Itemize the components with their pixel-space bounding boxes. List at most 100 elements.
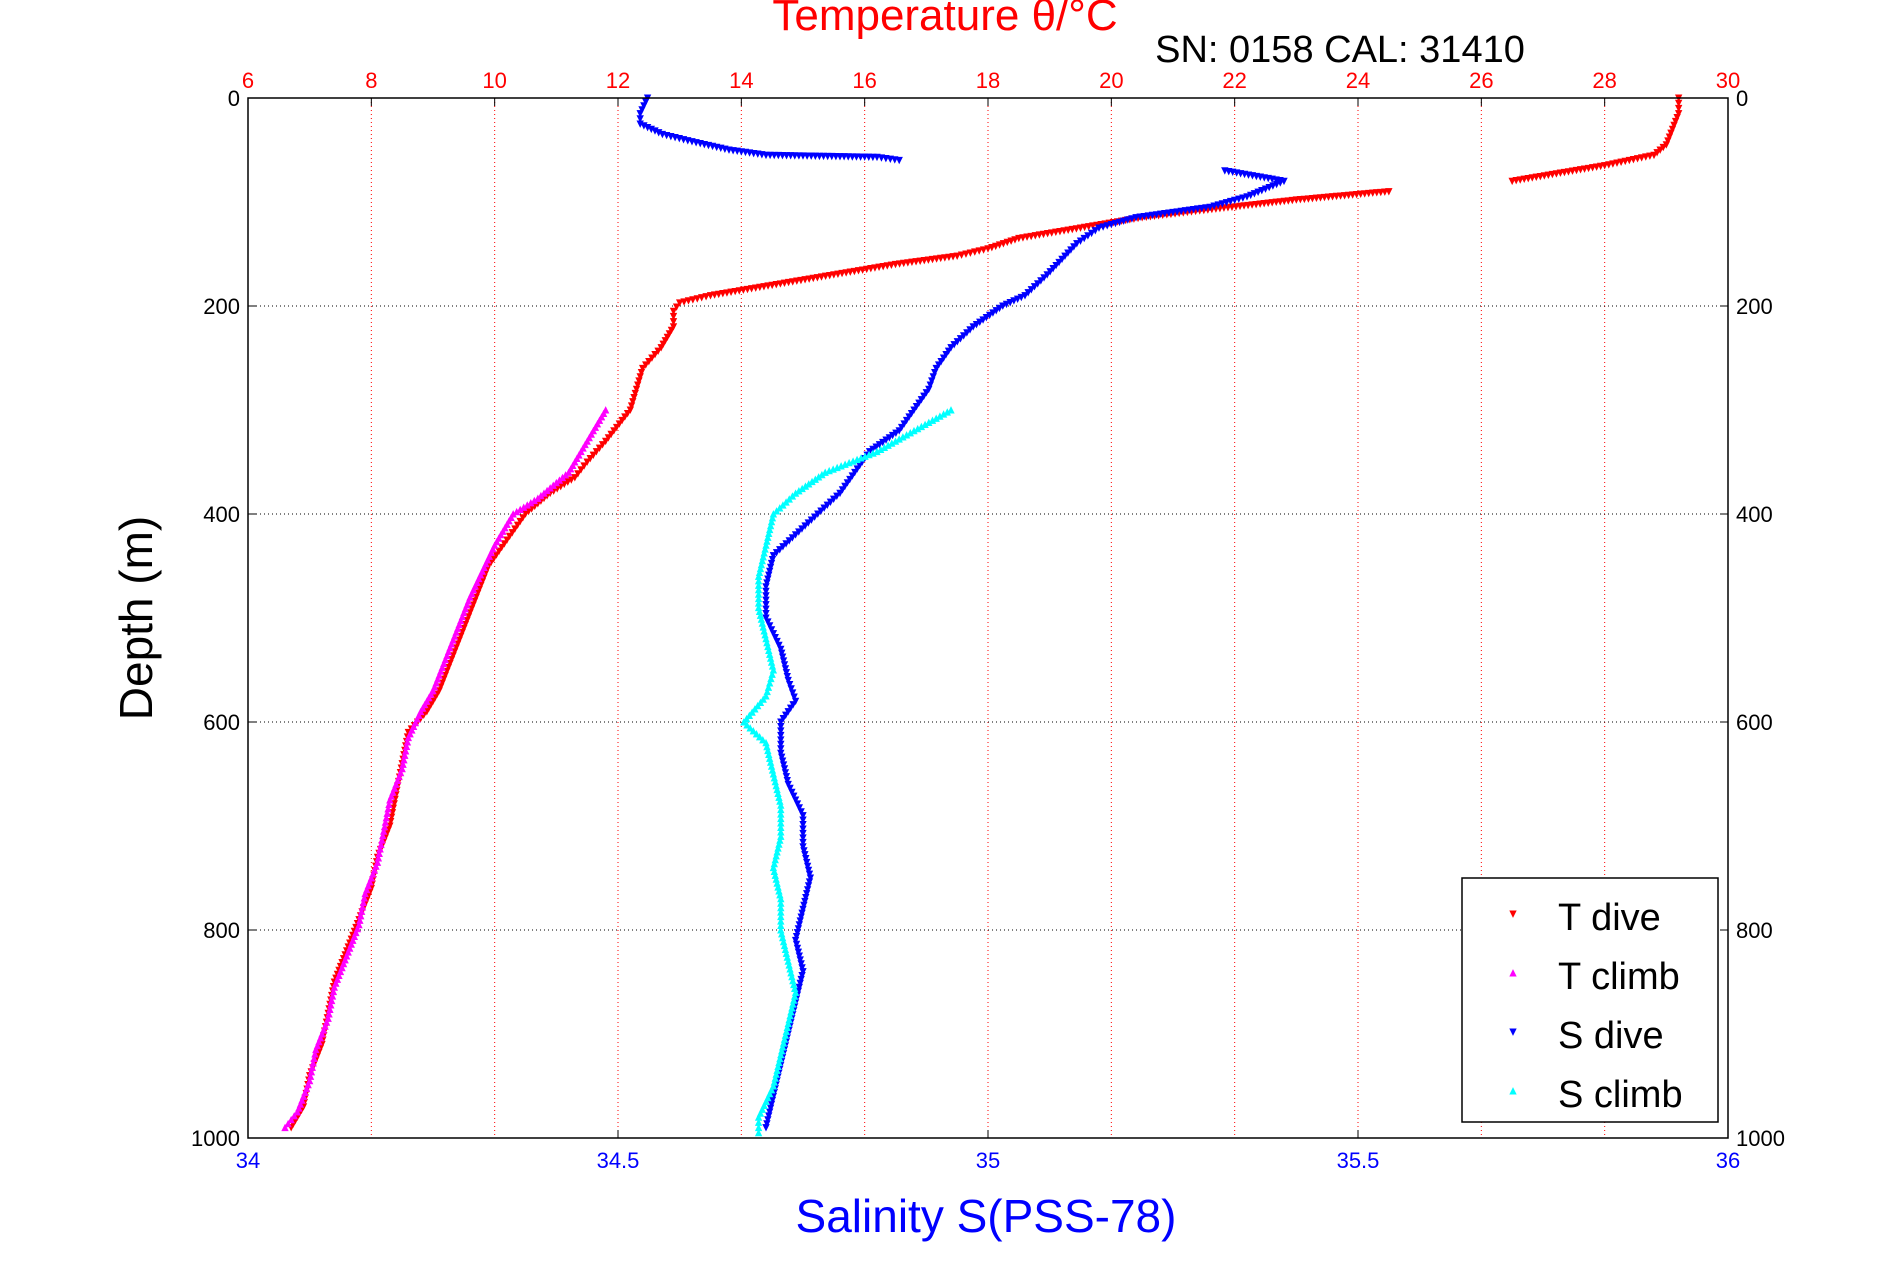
depth-tick-label-right: 400 bbox=[1736, 502, 1773, 527]
data-point-s-dive bbox=[788, 689, 797, 697]
data-point-t-dive bbox=[498, 543, 506, 552]
data-point-s-dive bbox=[804, 882, 813, 890]
data-point-s-climb bbox=[921, 420, 929, 429]
depth-tick-label-right: 600 bbox=[1736, 710, 1773, 735]
data-point-s-dive bbox=[795, 921, 803, 929]
data-point-s-dive bbox=[778, 757, 787, 765]
data-point-t-dive bbox=[574, 470, 582, 478]
data-point-s-dive bbox=[767, 1100, 776, 1109]
data-point-s-climb bbox=[795, 487, 803, 495]
data-point-s-climb bbox=[910, 426, 918, 435]
data-point-s-dive bbox=[778, 653, 787, 661]
grid-lines bbox=[248, 98, 1728, 1138]
salinity-tick-label: 36 bbox=[1716, 1148, 1740, 1173]
legend-marker-s-climb bbox=[1509, 1087, 1517, 1095]
data-point-s-climb bbox=[788, 492, 797, 500]
data-point-s-dive bbox=[804, 866, 813, 875]
series-s-climb bbox=[740, 406, 955, 1137]
data-point-s-dive bbox=[795, 952, 803, 960]
data-point-s-dive bbox=[929, 373, 937, 381]
data-point-t-dive bbox=[672, 303, 681, 311]
data-point-t-dive bbox=[1667, 129, 1675, 137]
data-point-s-climb bbox=[791, 489, 800, 497]
data-point-s-climb bbox=[869, 449, 877, 457]
temperature-tick-label: 30 bbox=[1716, 68, 1740, 93]
legend-label-s-dive: S dive bbox=[1558, 1015, 1664, 1057]
data-point-s-dive bbox=[790, 693, 798, 701]
data-point-s-dive bbox=[762, 1124, 770, 1132]
data-point-s-dive bbox=[928, 377, 936, 385]
data-point-s-dive bbox=[762, 610, 770, 618]
data-point-s-climb bbox=[943, 408, 951, 416]
depth-tick-label: 0 bbox=[228, 86, 240, 111]
data-point-s-dive bbox=[799, 905, 807, 914]
data-point-s-dive bbox=[640, 102, 648, 110]
data-point-s-dive bbox=[765, 1112, 773, 1120]
data-point-s-climb bbox=[891, 437, 900, 445]
data-point-s-climb bbox=[888, 439, 896, 447]
data-point-s-dive bbox=[791, 796, 800, 804]
data-point-t-dive bbox=[631, 389, 639, 398]
data-point-s-climb bbox=[754, 1128, 763, 1137]
data-point-s-dive bbox=[765, 571, 773, 579]
temperature-tick-label: 18 bbox=[976, 68, 1000, 93]
data-point-s-climb bbox=[779, 501, 787, 509]
data-point-t-climb bbox=[530, 496, 538, 505]
data-point-s-dive bbox=[799, 812, 807, 820]
data-point-s-dive bbox=[762, 601, 770, 609]
data-point-s-dive bbox=[769, 552, 778, 560]
data-point-s-climb bbox=[740, 718, 748, 726]
data-point-s-dive bbox=[777, 740, 785, 749]
data-point-s-dive bbox=[787, 685, 795, 693]
data-point-t-climb bbox=[555, 476, 564, 484]
data-point-s-climb bbox=[756, 698, 765, 707]
data-point-s-dive bbox=[798, 964, 806, 972]
data-point-s-climb bbox=[932, 414, 940, 422]
data-point-s-dive bbox=[803, 890, 811, 898]
data-point-t-dive bbox=[1674, 110, 1683, 118]
data-point-s-dive bbox=[764, 618, 772, 626]
data-point-s-dive bbox=[805, 870, 814, 878]
salinity-tick-label: 35.5 bbox=[1337, 1148, 1380, 1173]
data-point-s-dive bbox=[762, 596, 770, 605]
temperature-tick-label: 28 bbox=[1592, 68, 1616, 93]
data-point-s-dive bbox=[799, 821, 807, 829]
data-point-s-dive bbox=[799, 838, 807, 847]
temperature-tick-label: 20 bbox=[1099, 68, 1123, 93]
data-point-s-dive bbox=[638, 106, 646, 114]
data-point-s-climb bbox=[853, 455, 861, 464]
data-point-t-dive bbox=[500, 540, 509, 548]
data-point-s-climb bbox=[776, 504, 784, 512]
legend-label-s-climb: S climb bbox=[1558, 1074, 1683, 1116]
data-point-t-dive bbox=[669, 318, 678, 326]
data-point-s-dive bbox=[782, 773, 791, 781]
data-point-s-dive bbox=[799, 829, 807, 838]
data-point-t-climb bbox=[543, 486, 551, 495]
data-point-s-dive bbox=[777, 731, 785, 740]
data-point-s-climb bbox=[811, 475, 820, 483]
data-point-t-climb bbox=[513, 507, 521, 516]
depth-tick-label-right: 0 bbox=[1736, 86, 1748, 111]
serial-calibration-annotation: SN: 0158 CAL: 31410 bbox=[1155, 29, 1525, 71]
data-point-s-climb bbox=[837, 462, 845, 470]
salinity-tick-label: 34 bbox=[236, 1148, 260, 1173]
data-point-s-dive bbox=[797, 975, 805, 984]
data-point-t-climb bbox=[540, 489, 548, 497]
data-point-s-climb bbox=[825, 466, 833, 475]
data-point-t-dive bbox=[1664, 137, 1672, 145]
data-point-t-dive bbox=[638, 364, 647, 373]
depth-tick-label: 400 bbox=[203, 502, 240, 527]
data-point-s-climb bbox=[751, 705, 759, 713]
data-point-s-dive bbox=[791, 936, 800, 945]
data-point-s-dive bbox=[796, 917, 804, 925]
data-point-s-dive bbox=[895, 156, 903, 165]
data-point-t-climb bbox=[534, 494, 542, 502]
data-point-s-dive bbox=[784, 676, 792, 685]
data-point-t-dive bbox=[503, 536, 511, 544]
data-point-s-climb bbox=[746, 724, 754, 732]
data-point-s-climb bbox=[821, 468, 829, 476]
data-point-t-climb bbox=[564, 468, 573, 476]
data-point-s-climb bbox=[877, 445, 885, 454]
data-point-s-dive bbox=[799, 825, 807, 833]
temperature-tick-label: 6 bbox=[242, 68, 254, 93]
